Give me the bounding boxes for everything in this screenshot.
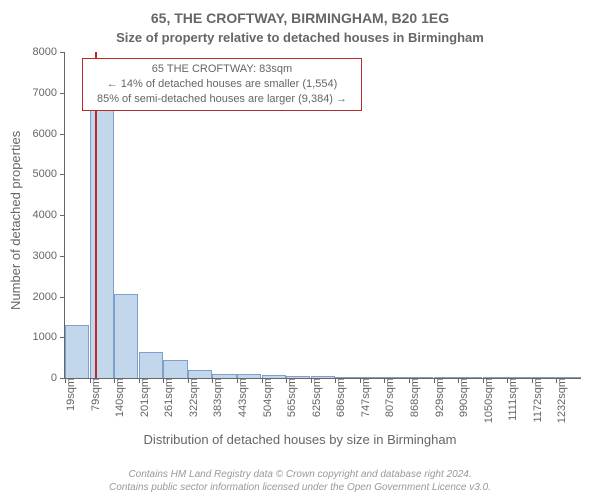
x-tick-label: 565sqm xyxy=(280,378,298,417)
histogram-bar xyxy=(188,370,212,378)
chart-container: 65, THE CROFTWAY, BIRMINGHAM, B20 1EG Si… xyxy=(0,0,600,500)
x-tick-label: 383sqm xyxy=(206,378,224,417)
footnote-line1: Contains HM Land Registry data © Crown c… xyxy=(128,469,471,480)
histogram-bar xyxy=(114,294,138,378)
infobox-line2: ← 14% of detached houses are smaller (1,… xyxy=(89,77,355,92)
x-tick-label: 140sqm xyxy=(108,378,126,417)
infobox-line3: 85% of semi-detached houses are larger (… xyxy=(89,92,355,107)
x-tick-label: 201sqm xyxy=(133,378,151,417)
x-axis-label: Distribution of detached houses by size … xyxy=(0,432,600,447)
histogram-bar xyxy=(163,360,187,378)
histogram-bar xyxy=(65,325,89,378)
x-tick-label: 807sqm xyxy=(378,378,396,417)
y-tick-label: 8000 xyxy=(33,46,65,58)
x-tick-label: 261sqm xyxy=(157,378,175,417)
x-tick-label: 747sqm xyxy=(354,378,372,417)
y-axis-label: Number of detached properties xyxy=(8,131,23,310)
y-tick-label: 4000 xyxy=(33,209,65,221)
x-tick-label: 1172sqm xyxy=(526,378,544,422)
footnote-line2: Contains public sector information licen… xyxy=(109,482,491,493)
y-tick-label: 3000 xyxy=(33,250,65,262)
infobox-line1: 65 THE CROFTWAY: 83sqm xyxy=(89,62,355,77)
x-tick-label: 868sqm xyxy=(403,378,421,417)
x-tick-label: 686sqm xyxy=(329,378,347,417)
y-tick-label: 2000 xyxy=(33,291,65,303)
x-tick-label: 79sqm xyxy=(84,378,102,411)
y-tick-label: 5000 xyxy=(33,168,65,180)
y-tick-label: 6000 xyxy=(33,128,65,140)
y-tick-label: 7000 xyxy=(33,87,65,99)
title-subtitle: Size of property relative to detached ho… xyxy=(0,30,600,45)
x-tick-label: 990sqm xyxy=(452,378,470,417)
property-info-box: 65 THE CROFTWAY: 83sqm← 14% of detached … xyxy=(82,58,362,111)
x-tick-label: 504sqm xyxy=(256,378,274,417)
x-tick-label: 1111sqm xyxy=(501,378,519,421)
title-address: 65, THE CROFTWAY, BIRMINGHAM, B20 1EG xyxy=(0,10,600,26)
histogram-bar xyxy=(90,105,114,378)
x-tick-label: 929sqm xyxy=(428,378,446,417)
x-tick-label: 322sqm xyxy=(182,378,200,417)
footnote: Contains HM Land Registry data © Crown c… xyxy=(0,469,600,494)
x-tick-label: 1050sqm xyxy=(477,378,495,423)
x-tick-label: 19sqm xyxy=(59,378,77,411)
x-tick-label: 625sqm xyxy=(305,378,323,417)
y-tick-label: 1000 xyxy=(33,331,65,343)
x-tick-label: 443sqm xyxy=(231,378,249,417)
histogram-bar xyxy=(139,352,163,378)
x-tick-label: 1232sqm xyxy=(550,378,568,423)
